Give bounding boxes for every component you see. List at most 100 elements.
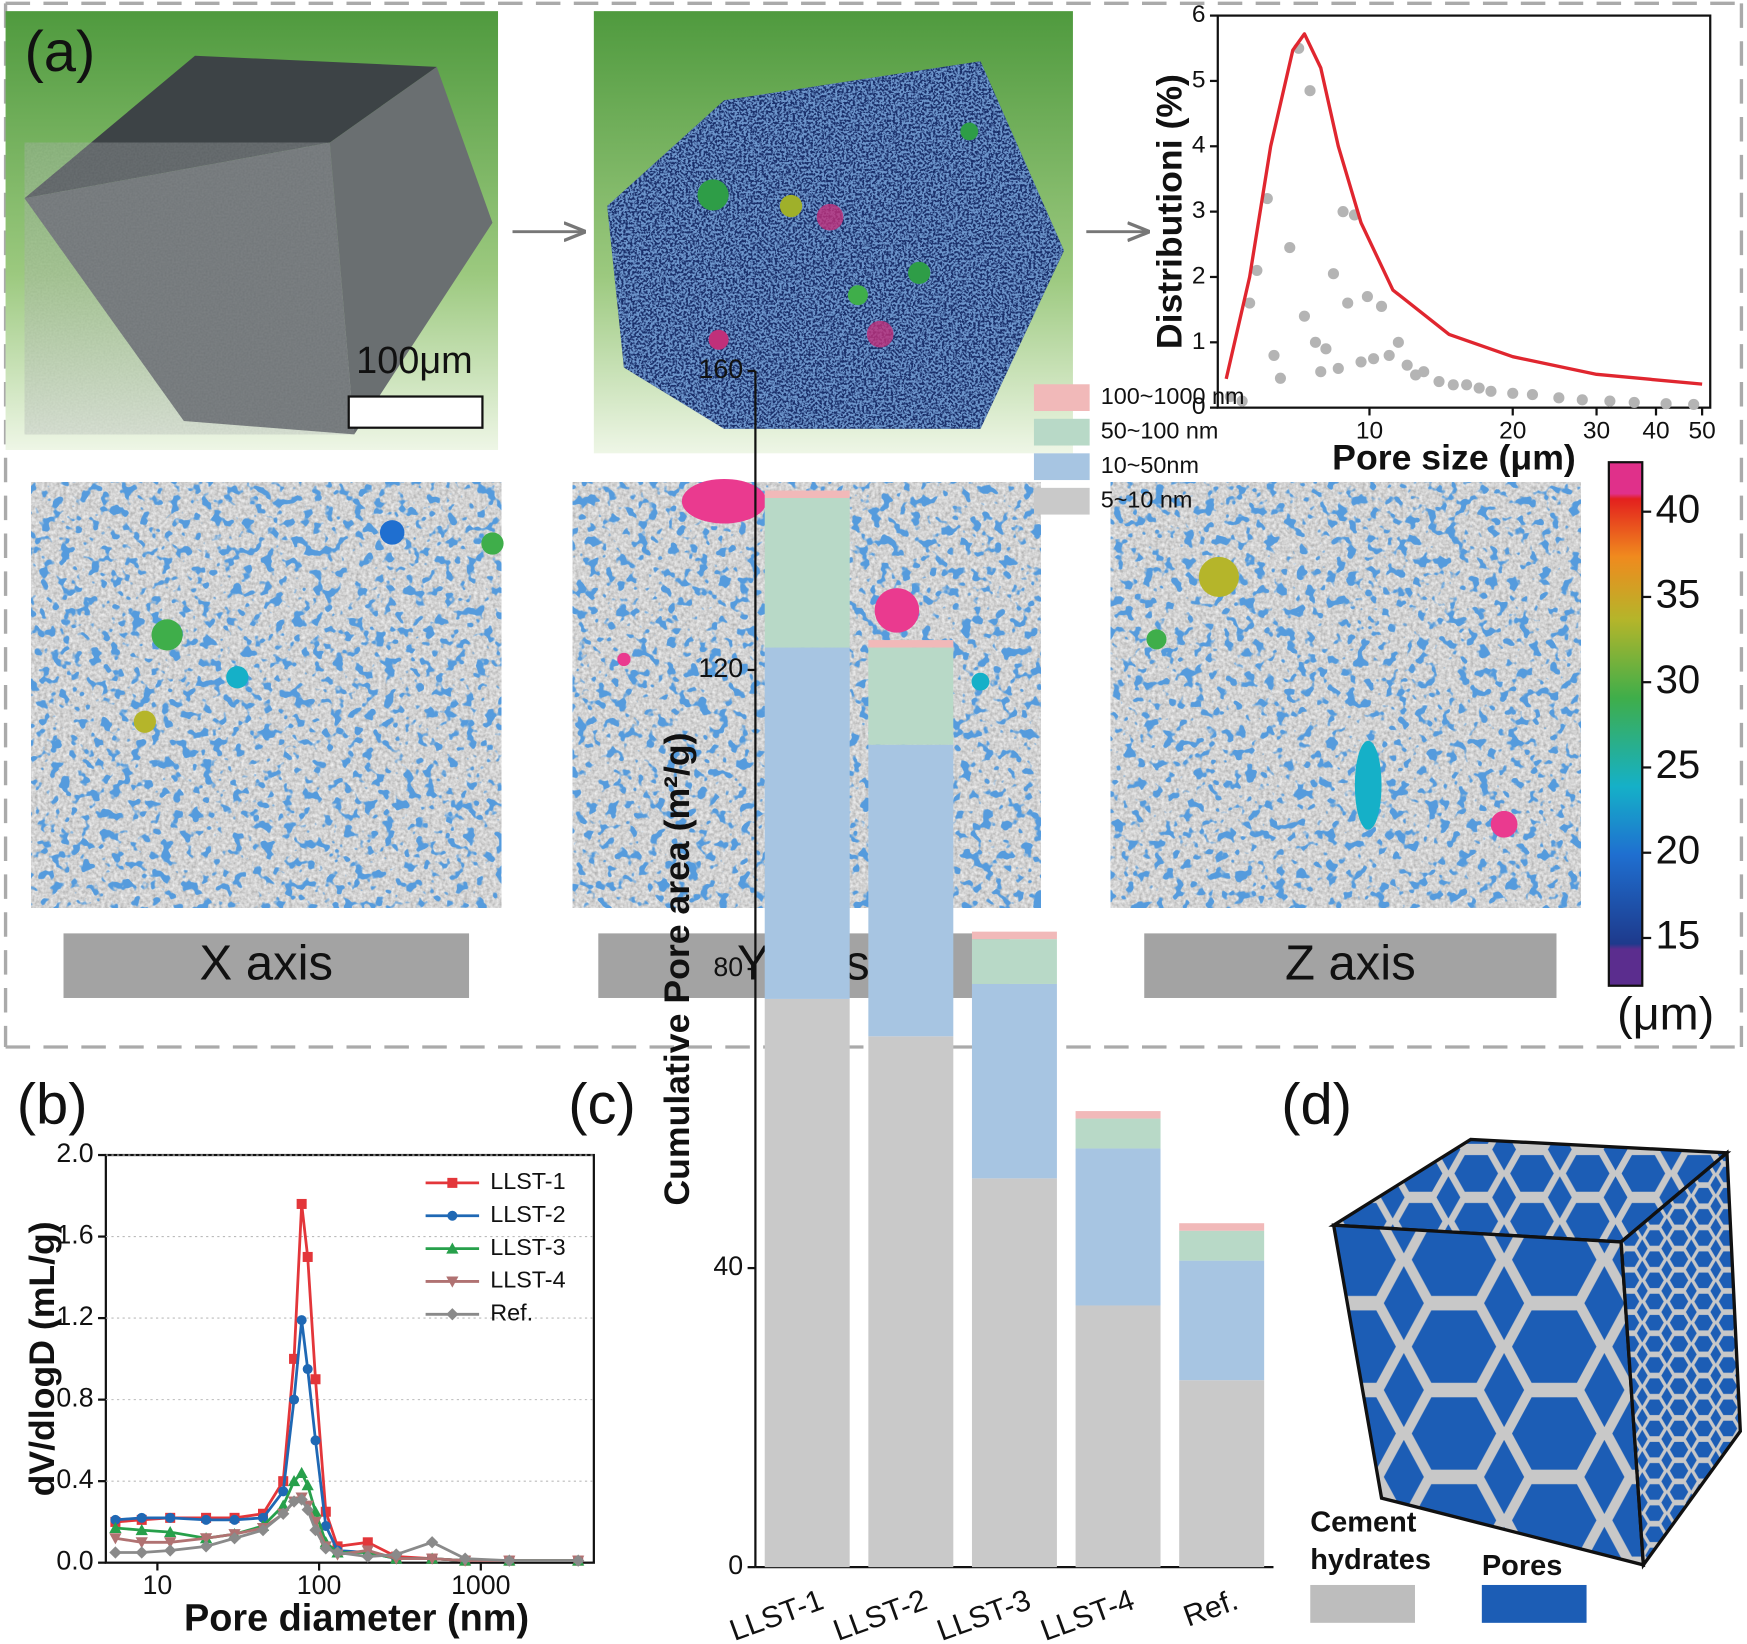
bar-segment [868,1036,954,1568]
legend-label: 5~10 nm [1101,486,1193,512]
scatter-point [1553,392,1565,404]
y-tick-label: 160 [699,354,744,384]
legend-swatch [1481,1584,1587,1623]
marker [135,1546,148,1559]
bar-segment [764,490,850,499]
legend-swatch [1033,384,1090,411]
scatter-point [1485,385,1497,397]
y-axis-label: Distributioni (%) [1150,74,1190,349]
legend-swatch [1033,453,1090,481]
legend-label: hydrates [1310,1544,1431,1576]
scatter-point [1315,366,1327,378]
bar-segment [1075,1305,1161,1568]
bar-segment [971,983,1057,1179]
scatter-point [1375,300,1388,312]
marker [135,1537,148,1549]
marker [302,1364,313,1375]
marker [164,1525,177,1538]
y-tick-label: 1.2 [56,1301,93,1331]
y-tick-label: 0 [728,1550,743,1580]
marker [164,1544,177,1557]
scatter-point [1461,379,1473,391]
marker [136,1512,147,1523]
bar-segment [764,998,850,1568]
marker [109,1546,122,1559]
marker [446,1308,459,1321]
marker [277,1507,290,1520]
scatter-point [1604,395,1616,407]
scatter-point [1367,353,1380,365]
bar-segment [868,647,954,745]
y-tick-label: 0 [1192,393,1206,420]
segmented-image [593,11,1073,454]
scatter-point [1342,297,1354,309]
marker [301,1503,314,1516]
scatter-point [1433,375,1445,388]
x-tick-label: 10 [1356,418,1383,445]
scatter-point [1361,291,1373,303]
marker [320,1520,331,1532]
cube-model [1328,1137,1743,1570]
scatter-point [1224,390,1236,403]
legend-label: LLST-4 [490,1267,565,1293]
marker [331,1546,344,1559]
y-tick-label: 4 [1192,132,1206,159]
scatter-point [1304,85,1316,97]
marker [302,1251,313,1262]
scatter-point [1274,372,1287,384]
marker [390,1548,403,1561]
scatter-point [1320,343,1332,355]
marker [135,1523,148,1536]
bar-segment [764,498,850,648]
x-tick-label: Ref. [1179,1584,1242,1634]
legend-label: Ref. [490,1299,533,1325]
marker [287,1475,301,1487]
marker [447,1210,458,1221]
x-tick-label: LLST-2 [829,1584,931,1644]
slice-label: X axis [200,937,333,991]
marker [362,1537,373,1548]
scatter-point [1628,396,1640,409]
bar-segment [1179,1230,1265,1261]
marker [361,1550,374,1563]
scatter-point [1261,192,1273,205]
bar-segment [971,939,1057,984]
y-tick-label: 5 [1192,66,1206,93]
y-tick-label: 80 [713,952,743,982]
marker [572,1554,585,1567]
x-tick-label: 10 [143,1570,173,1600]
marker [278,1486,289,1497]
bar-segment [868,640,954,648]
scatter-point [1576,394,1588,406]
x-tick-label: 1000 [451,1570,510,1600]
bar-segment [1075,1111,1161,1119]
series-line [115,1319,579,1563]
marker [296,1198,307,1209]
y-tick-label: 0.4 [56,1464,93,1494]
legend-label: LLST-3 [490,1234,565,1260]
y-axis-label: Cumulative Pore area (m²/g) [657,732,697,1205]
marker [301,1479,314,1491]
legend-label: LLST-2 [490,1201,565,1227]
marker [109,1521,122,1534]
marker [459,1552,472,1565]
x-tick-label: LLST-4 [1036,1584,1138,1644]
marker [229,1514,240,1525]
bar-segment [971,931,1057,940]
scatter-point [1251,264,1263,277]
marker [109,1533,122,1545]
x-axis-label: Pore diameter (nm) [184,1598,529,1640]
scatter-point [1688,398,1700,410]
legend-swatch [1310,1584,1415,1623]
marker [310,1435,321,1446]
legend-label: Cement [1310,1506,1417,1538]
y-tick-label: 2 [1192,262,1206,289]
scatter-point [1355,356,1367,368]
x-tick-label: 50 [1688,418,1715,445]
bar-segment [764,647,850,999]
plot-frame [1216,14,1712,409]
colorbar-unit: (μm) [1617,987,1714,1039]
marker [228,1532,241,1545]
y-tick-label: 120 [699,653,744,683]
marker [199,1533,213,1545]
